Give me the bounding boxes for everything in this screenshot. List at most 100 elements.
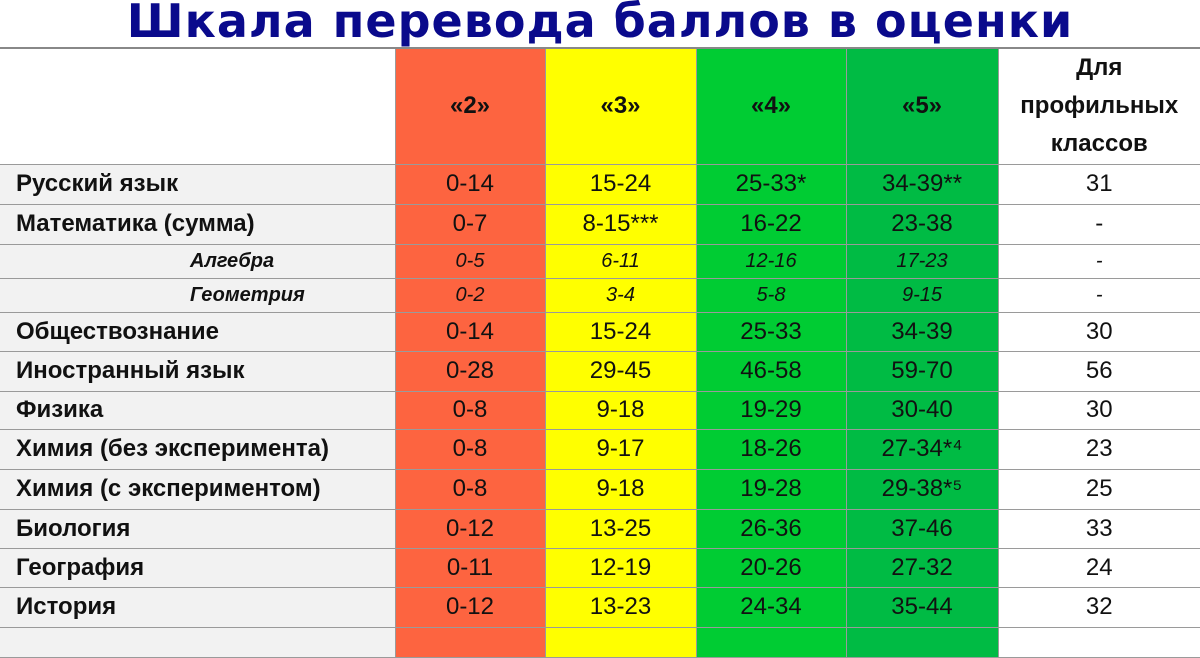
grade-4-cell: 19-28 xyxy=(696,469,847,510)
grade-4-cell: 46-58 xyxy=(696,351,847,392)
subject-cell: Химия (с экспериментом) xyxy=(0,469,396,510)
subject-cell: Химия (без эксперимента) xyxy=(0,429,396,470)
grade-4-cell: 24-34 xyxy=(696,587,847,628)
subject-cell: Алгебра xyxy=(0,244,396,279)
subject-cell: Геометрия xyxy=(0,278,396,313)
table-row: Математика (сумма) 0-7 8-15*** 16-22 23-38- xyxy=(0,204,1200,245)
grade-2-cell: 0-2 xyxy=(395,278,546,313)
grade-3-cell: 3-4 xyxy=(545,278,697,313)
table-row: Химия (с экспериментом) 0-8 9-18 19-28 29-38… xyxy=(0,469,1200,510)
grade-3-cell: 9-17 xyxy=(545,429,697,470)
grade-2-cell: 0-14 xyxy=(395,312,546,352)
grade-5-cell: 23-38 xyxy=(846,204,999,245)
subject-cell: Физика xyxy=(0,391,396,430)
table-row: Физика 0-8 9-18 19-29 30-40 30 xyxy=(0,391,1200,430)
profile-cell: 25 xyxy=(998,469,1200,510)
profile-cell: - xyxy=(998,244,1200,279)
grade-5-cell: 17-23 xyxy=(846,244,999,279)
grade-3-cell: 13-25 xyxy=(545,509,697,549)
grade-3-cell: 15-24 xyxy=(545,164,697,205)
profile-cell: - xyxy=(998,278,1200,313)
subject-cell: Биология xyxy=(0,509,396,549)
subject-cell: География xyxy=(0,548,396,588)
grade-5-cell: 37-46 xyxy=(846,509,999,549)
grade-2-cell: 0-12 xyxy=(395,509,546,549)
profile-cell: 31 xyxy=(998,164,1200,205)
table-row: География 0-11 12-19 20-26 27-32 24 xyxy=(0,548,1200,588)
profile-cell: 30 xyxy=(998,312,1200,352)
grade-5-cell: 27-32 xyxy=(846,548,999,588)
grade-3-cell: 8-15*** xyxy=(545,204,697,245)
table-row: Иностранный язык 0-28 29-45 46-58 59-70 56 xyxy=(0,351,1200,392)
grade-3-cell: 6-11 xyxy=(545,244,697,279)
header-grade-2: «2» xyxy=(395,47,546,165)
grade-2-cell: 0-8 xyxy=(395,429,546,470)
grade-4-cell: 18-26 xyxy=(696,429,847,470)
grade-2-cell: 0-8 xyxy=(395,391,546,430)
empty-cell xyxy=(545,627,697,658)
grade-5-cell: 34-39 xyxy=(846,312,999,352)
table-row: Алгебра 0-5 6-11 12-16 17-23- xyxy=(0,244,1200,279)
subject-cell: Математика (сумма) xyxy=(0,204,396,245)
grade-2-cell: 0-7 xyxy=(395,204,546,245)
grade-2-cell: 0-12 xyxy=(395,587,546,628)
empty-cell xyxy=(0,627,396,658)
grade-conversion-table: «2» «3» «4» «5» Для профильных классов Р… xyxy=(0,47,1200,658)
profile-cell: 32 xyxy=(998,587,1200,628)
grade-4-cell: 25-33* xyxy=(696,164,847,205)
grade-5-cell: 27-34*⁴ xyxy=(846,429,999,470)
page-title: Шкала перевода баллов в оценки xyxy=(126,0,1074,48)
table-row: Русский язык 0-14 15-24 25-33* 34-39** 31 xyxy=(0,164,1200,205)
subject-cell: Иностранный язык xyxy=(0,351,396,392)
grade-2-cell: 0-5 xyxy=(395,244,546,279)
grade-2-cell: 0-8 xyxy=(395,469,546,510)
subject-cell: История xyxy=(0,587,396,628)
profile-cell: 56 xyxy=(998,351,1200,392)
table-row: История 0-12 13-23 24-34 35-44 32 xyxy=(0,587,1200,628)
table-row: Геометрия 0-2 3-4 5-8 9-15- xyxy=(0,278,1200,313)
empty-cell xyxy=(846,627,999,658)
grade-4-cell: 20-26 xyxy=(696,548,847,588)
grade-2-cell: 0-14 xyxy=(395,164,546,205)
table-row: Химия (без эксперимента) 0-8 9-17 18-26 27-3… xyxy=(0,429,1200,470)
header-grade-4: «4» xyxy=(696,47,847,165)
grade-3-cell: 13-23 xyxy=(545,587,697,628)
profile-cell: - xyxy=(998,204,1200,245)
grade-4-cell: 26-36 xyxy=(696,509,847,549)
table-row: Биология 0-12 13-25 26-36 37-46 33 xyxy=(0,509,1200,549)
table-row-partial xyxy=(0,627,1200,658)
header-grade-5: «5» xyxy=(846,47,999,165)
grade-5-cell: 34-39** xyxy=(846,164,999,205)
grade-3-cell: 29-45 xyxy=(545,351,697,392)
header-profile-classes: Для профильных классов xyxy=(998,47,1200,165)
grade-3-cell: 9-18 xyxy=(545,469,697,510)
subject-cell: Обществознание xyxy=(0,312,396,352)
header-subject xyxy=(0,47,396,165)
grade-4-cell: 25-33 xyxy=(696,312,847,352)
grade-4-cell: 19-29 xyxy=(696,391,847,430)
grade-5-cell: 30-40 xyxy=(846,391,999,430)
grade-2-cell: 0-11 xyxy=(395,548,546,588)
grade-5-cell: 9-15 xyxy=(846,278,999,313)
grade-4-cell: 16-22 xyxy=(696,204,847,245)
grade-5-cell: 35-44 xyxy=(846,587,999,628)
table-row: Обществознание 0-14 15-24 25-33 34-39 30 xyxy=(0,312,1200,352)
grade-2-cell: 0-28 xyxy=(395,351,546,392)
grade-5-cell: 29-38*⁵ xyxy=(846,469,999,510)
profile-cell: 30 xyxy=(998,391,1200,430)
grade-3-cell: 12-19 xyxy=(545,548,697,588)
grade-4-cell: 12-16 xyxy=(696,244,847,279)
grade-3-cell: 9-18 xyxy=(545,391,697,430)
empty-cell xyxy=(696,627,847,658)
profile-cell: 33 xyxy=(998,509,1200,549)
subject-cell: Русский язык xyxy=(0,164,396,205)
profile-cell: 24 xyxy=(998,548,1200,588)
grade-4-cell: 5-8 xyxy=(696,278,847,313)
empty-cell xyxy=(395,627,546,658)
empty-cell xyxy=(998,627,1200,658)
header-grade-3: «3» xyxy=(545,47,697,165)
profile-cell: 23 xyxy=(998,429,1200,470)
grade-5-cell: 59-70 xyxy=(846,351,999,392)
grade-3-cell: 15-24 xyxy=(545,312,697,352)
header-row: «2» «3» «4» «5» Для профильных классов xyxy=(0,47,1200,165)
